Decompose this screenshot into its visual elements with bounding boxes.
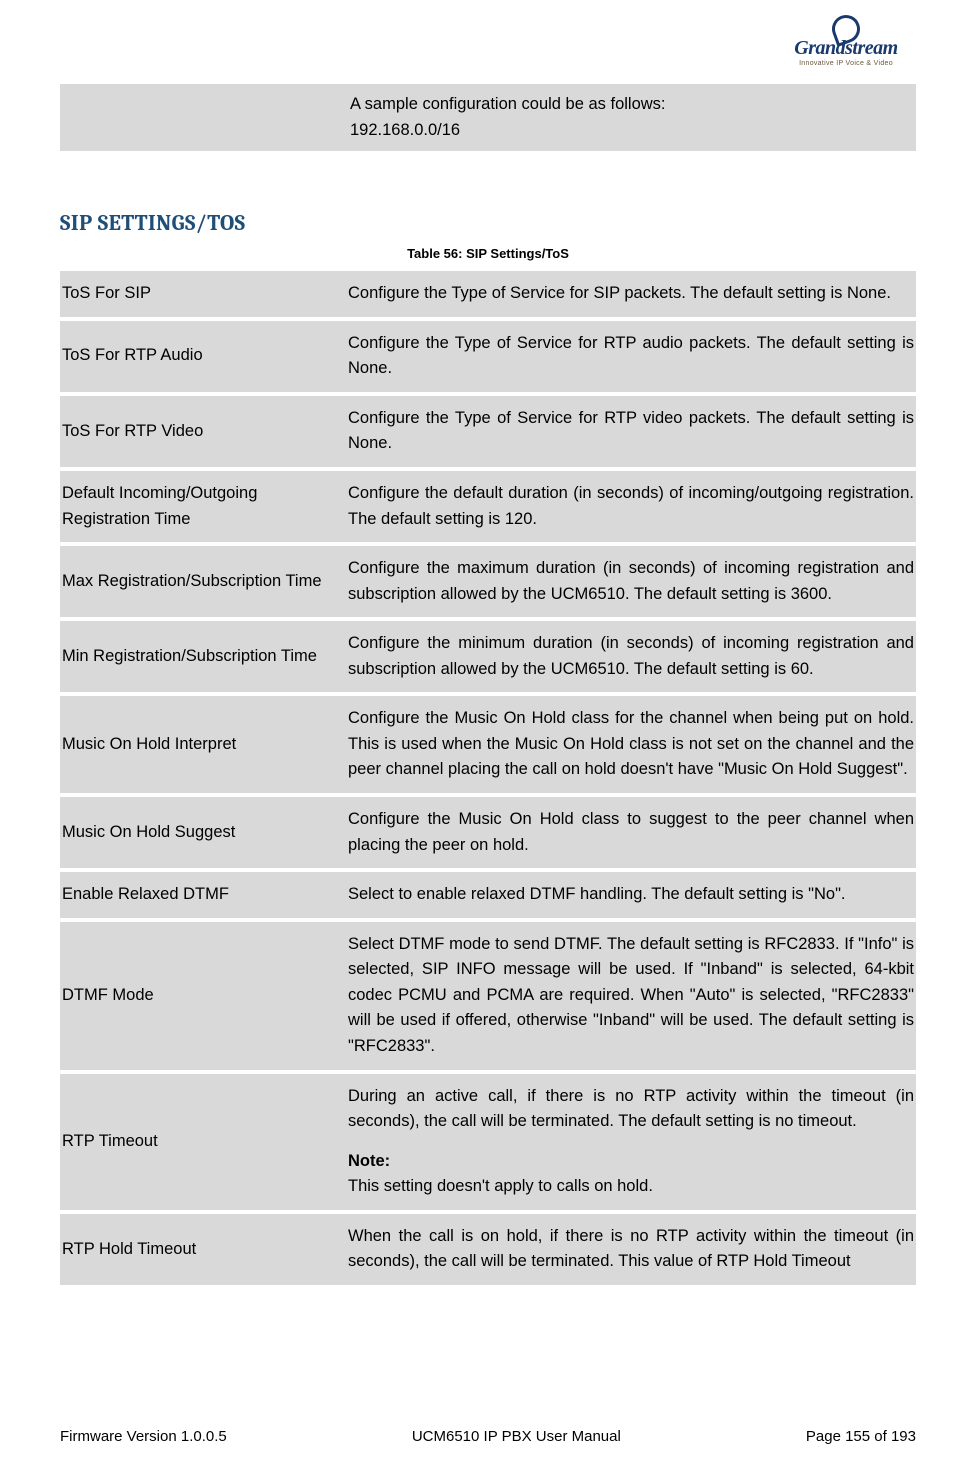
table-row: ToS For RTP AudioConfigure the Type of S… <box>60 321 916 392</box>
setting-label: RTP Hold Timeout <box>60 1214 340 1285</box>
setting-description: When the call is on hold, if there is no… <box>340 1214 916 1285</box>
logo-tagline: Innovative IP Voice & Video <box>799 60 893 67</box>
setting-description: During an active call, if there is no RT… <box>340 1074 916 1210</box>
setting-label: Music On Hold Suggest <box>60 797 340 868</box>
brand-logo: Grandstream Innovative IP Voice & Video <box>776 15 916 70</box>
table-row: DTMF ModeSelect DTMF mode to send DTMF. … <box>60 922 916 1070</box>
setting-description: Select to enable relaxed DTMF handling. … <box>340 872 916 918</box>
settings-table: ToS For SIPConfigure the Type of Service… <box>60 267 916 1289</box>
prelude-row: A sample configuration could be as follo… <box>60 80 916 155</box>
setting-label: Music On Hold Interpret <box>60 696 340 793</box>
footer-firmware: Firmware Version 1.0.0.5 <box>60 1428 227 1445</box>
prelude-line-2: 192.168.0.0/16 <box>350 118 906 144</box>
setting-label: Default Incoming/Outgoing Registration T… <box>60 471 340 542</box>
setting-description: Configure the maximum duration (in secon… <box>340 546 916 617</box>
setting-description: Configure the default duration (in secon… <box>340 471 916 542</box>
setting-label: RTP Timeout <box>60 1074 340 1210</box>
setting-description: Configure the Type of Service for RTP au… <box>340 321 916 392</box>
table-row: Max Registration/Subscription TimeConfig… <box>60 546 916 617</box>
note-heading: Note: <box>348 1149 914 1175</box>
prelude-label-cell <box>60 84 340 151</box>
note-text: This setting doesn't apply to calls on h… <box>348 1174 914 1200</box>
setting-label: Min Registration/Subscription Time <box>60 621 340 692</box>
table-row: ToS For SIPConfigure the Type of Service… <box>60 271 916 317</box>
setting-description: Configure the Type of Service for SIP pa… <box>340 271 916 317</box>
rtp-timeout-main: During an active call, if there is no RT… <box>348 1084 914 1135</box>
setting-label: ToS For RTP Audio <box>60 321 340 392</box>
prelude-line-1: A sample configuration could be as follo… <box>350 92 906 118</box>
section-heading-sip-settings: SIP SETTINGS/TOS <box>60 210 916 236</box>
setting-description: Configure the minimum duration (in secon… <box>340 621 916 692</box>
setting-description: Configure the Music On Hold class for th… <box>340 696 916 793</box>
table-row: ToS For RTP VideoConfigure the Type of S… <box>60 396 916 467</box>
setting-label: Max Registration/Subscription Time <box>60 546 340 617</box>
setting-description: Configure the Music On Hold class to sug… <box>340 797 916 868</box>
table-row: Min Registration/Subscription TimeConfig… <box>60 621 916 692</box>
table-caption: Table 56: SIP Settings/ToS <box>60 246 916 261</box>
table-row: RTP Timeout During an active call, if th… <box>60 1074 916 1210</box>
table-row: Music On Hold SuggestConfigure the Music… <box>60 797 916 868</box>
page-footer: Firmware Version 1.0.0.5 UCM6510 IP PBX … <box>60 1428 916 1445</box>
footer-page-number: Page 155 of 193 <box>806 1428 916 1445</box>
table-row: RTP Hold Timeout When the call is on hol… <box>60 1214 916 1285</box>
setting-label: DTMF Mode <box>60 922 340 1070</box>
table-row: Music On Hold InterpretConfigure the Mus… <box>60 696 916 793</box>
setting-label: ToS For RTP Video <box>60 396 340 467</box>
table-row: Enable Relaxed DTMFSelect to enable rela… <box>60 872 916 918</box>
footer-manual-title: UCM6510 IP PBX User Manual <box>412 1428 621 1445</box>
setting-label: ToS For SIP <box>60 271 340 317</box>
prelude-desc-cell: A sample configuration could be as follo… <box>340 84 916 151</box>
setting-description: Select DTMF mode to send DTMF. The defau… <box>340 922 916 1070</box>
setting-description: Configure the Type of Service for RTP vi… <box>340 396 916 467</box>
table-row: Default Incoming/Outgoing Registration T… <box>60 471 916 542</box>
setting-label: Enable Relaxed DTMF <box>60 872 340 918</box>
